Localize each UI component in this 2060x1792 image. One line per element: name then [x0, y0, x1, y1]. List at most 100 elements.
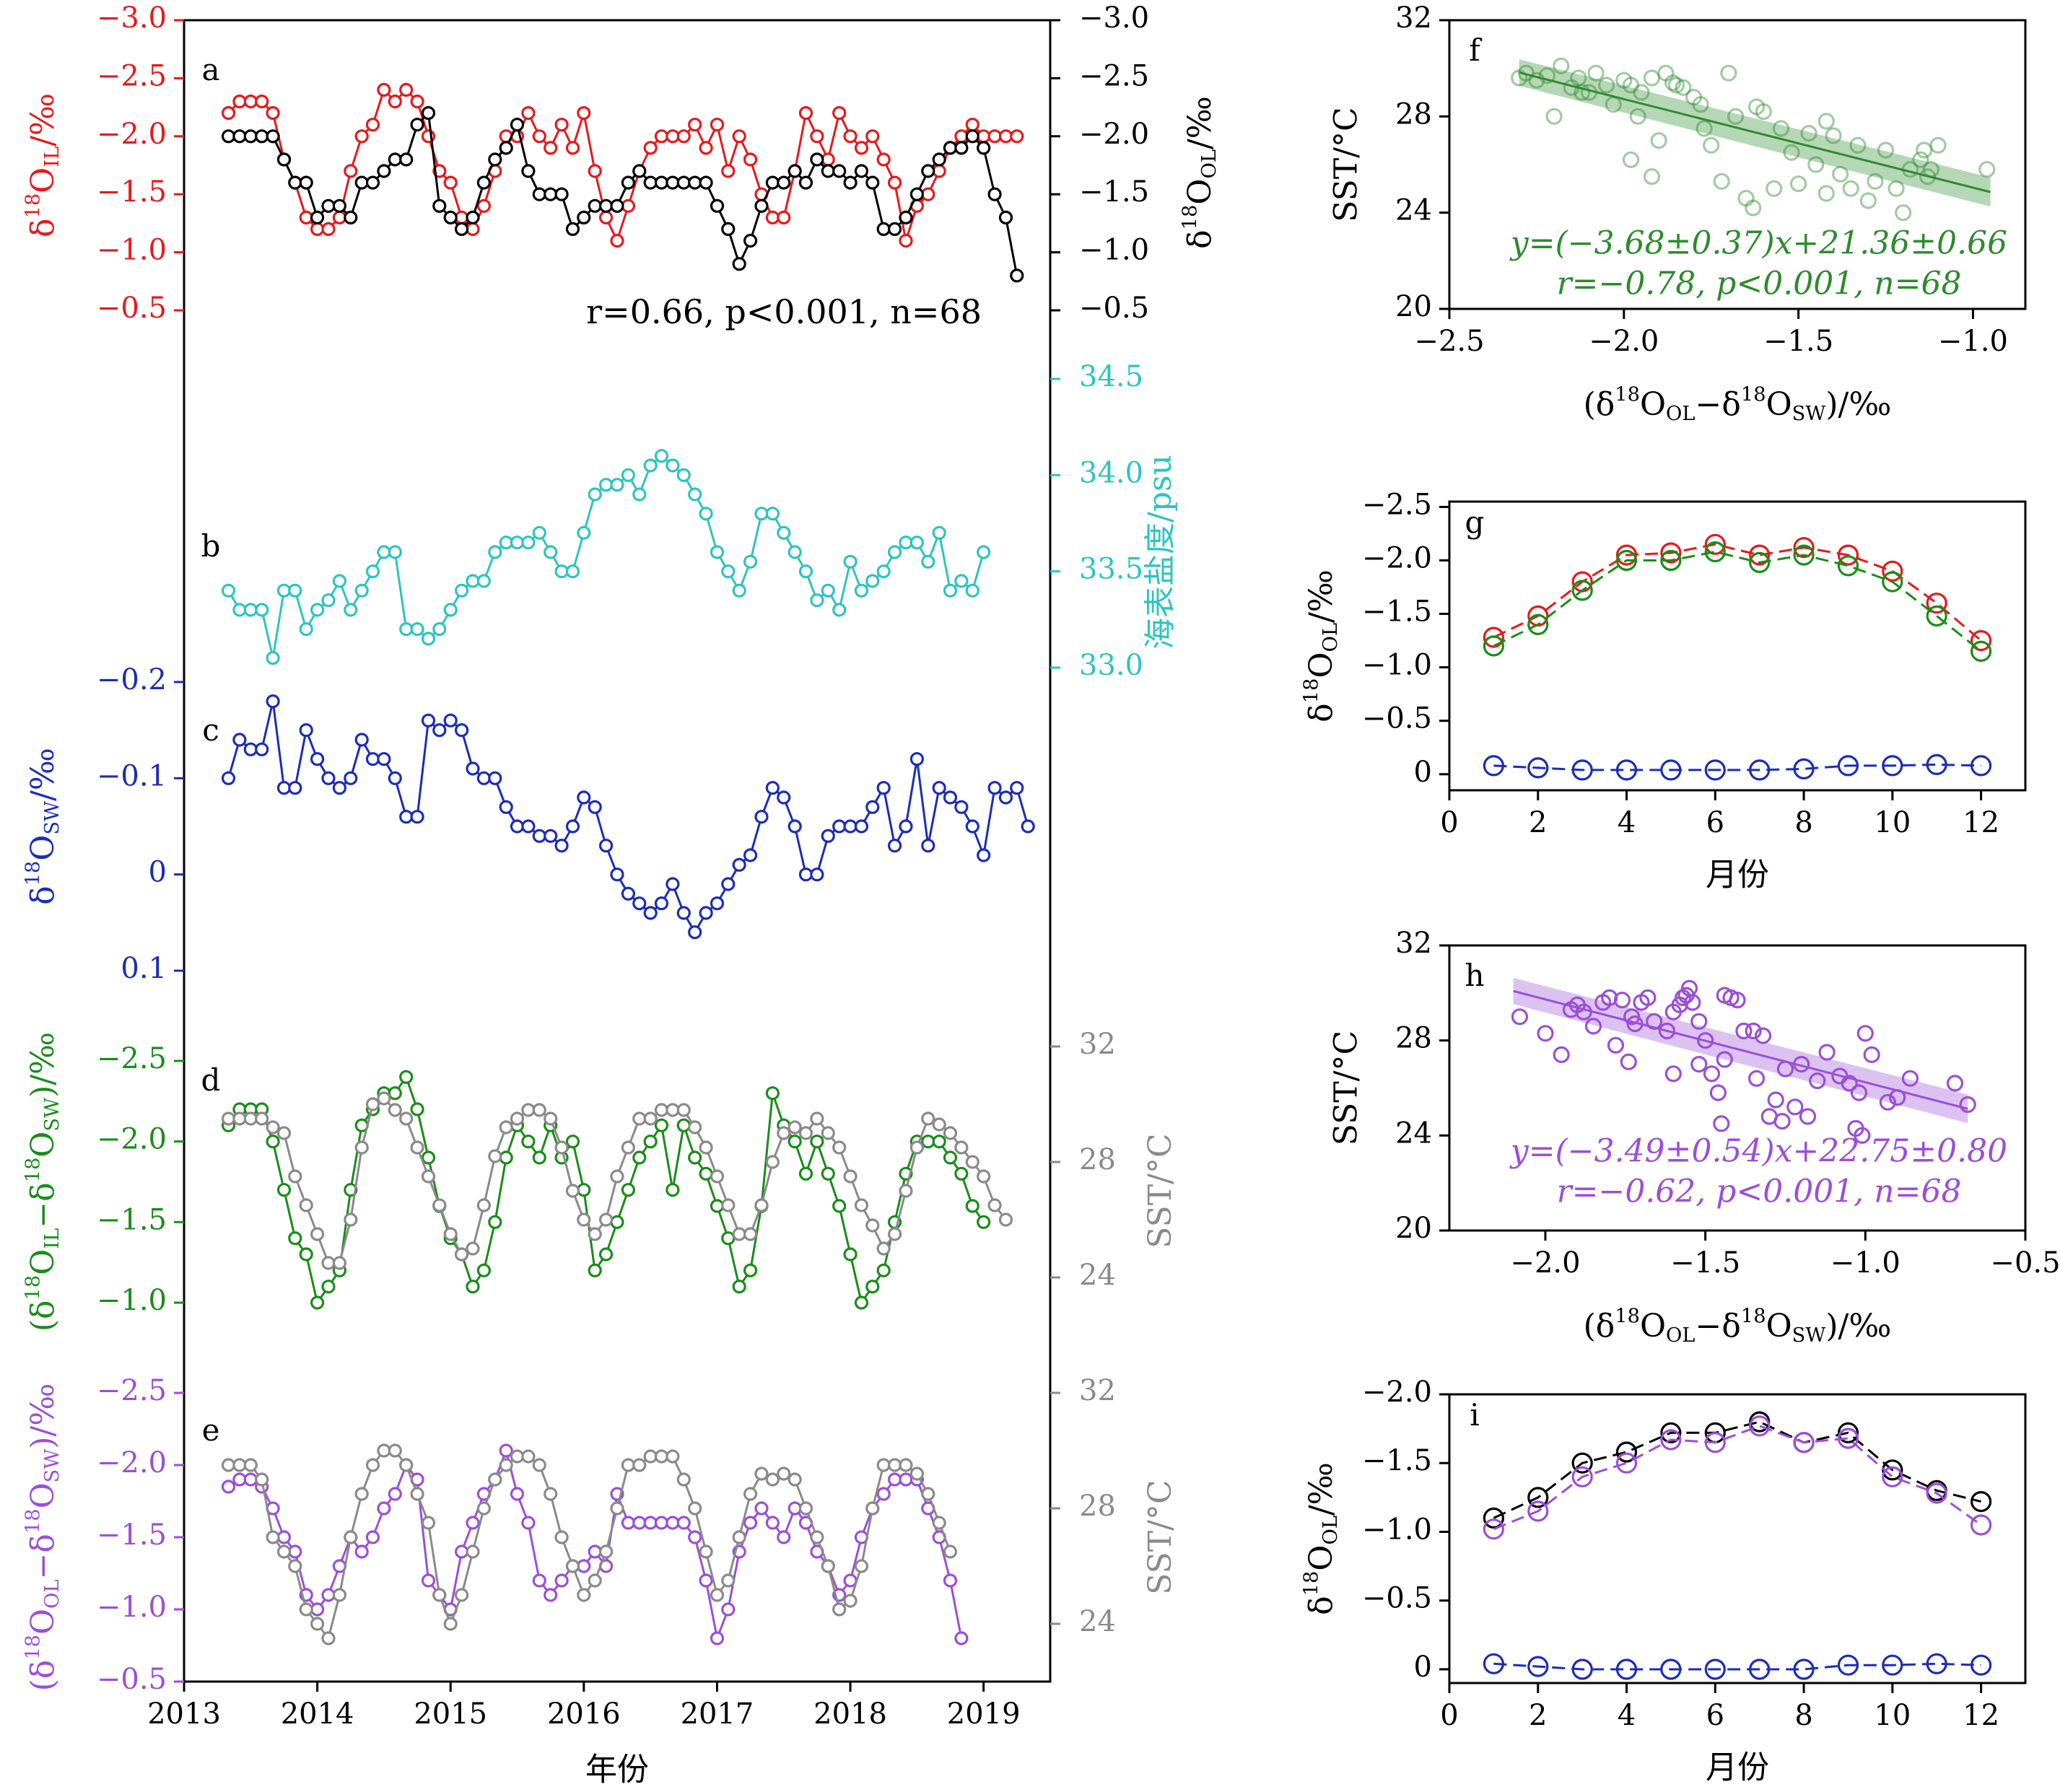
data-point-e	[499, 1443, 513, 1458]
data-point-a	[232, 129, 247, 144]
data-point-c	[399, 810, 414, 824]
data-point-i	[1483, 1653, 1504, 1674]
y-tick-label: −1.0	[1079, 234, 1149, 267]
y-tick-label: 32	[1395, 1, 1432, 35]
x-tick-label: −1.5	[1763, 325, 1833, 358]
data-point-f	[1790, 175, 1807, 193]
data-point-e	[921, 1487, 935, 1501]
data-point-g	[1483, 755, 1504, 777]
data-point-c	[388, 771, 402, 785]
data-point-d	[365, 1097, 380, 1111]
data-point-a	[810, 129, 824, 144]
y-tick-label: −2.0	[1079, 118, 1149, 151]
y-tick-label: 28	[1079, 1490, 1116, 1523]
y-tick-label: 0.1	[121, 952, 167, 985]
data-point-d	[276, 1183, 292, 1197]
data-point-d	[921, 1135, 935, 1149]
data-point-b	[354, 583, 369, 598]
data-point-f	[1978, 161, 1996, 178]
series-line-i	[1493, 1420, 1981, 1519]
data-point-c	[544, 829, 558, 843]
data-point-b	[266, 651, 280, 665]
data-point-f	[1901, 161, 1919, 178]
data-point-h	[1735, 1022, 1753, 1040]
y-tick-label: −1.0	[1362, 1513, 1432, 1546]
data-point-e	[954, 1631, 969, 1645]
data-point-d	[243, 1111, 258, 1126]
data-point-a	[610, 198, 624, 213]
data-point-d	[810, 1135, 824, 1149]
data-point-b	[598, 478, 614, 492]
data-point-f	[1517, 64, 1535, 82]
data-point-a	[676, 129, 691, 144]
data-point-a	[565, 222, 580, 236]
data-point-a	[454, 222, 469, 236]
data-point-e	[777, 1530, 791, 1544]
data-point-h	[1584, 1018, 1602, 1035]
data-point-a	[310, 210, 325, 224]
data-point-c	[777, 790, 791, 805]
data-point-e	[388, 1487, 402, 1501]
data-point-f	[1615, 71, 1633, 89]
data-point-d	[299, 1198, 313, 1212]
data-point-a	[221, 106, 236, 121]
data-point-h	[1607, 1036, 1625, 1054]
data-point-c	[476, 771, 492, 785]
y-tick-label: −1.5	[97, 1203, 167, 1236]
data-point-g	[1749, 551, 1771, 574]
data-point-b	[288, 583, 302, 598]
data-point-f	[1755, 103, 1772, 121]
data-point-c	[365, 752, 380, 766]
data-point-d	[565, 1184, 580, 1198]
data-point-e	[276, 1530, 292, 1544]
y-tick-label: 32	[1079, 1374, 1116, 1407]
data-point-a	[565, 141, 580, 155]
x-tick-label: 6	[1706, 806, 1724, 839]
data-point-b	[499, 536, 513, 550]
data-point-a	[821, 152, 835, 167]
data-point-c	[332, 781, 346, 795]
data-point-i	[1926, 1482, 1947, 1504]
data-point-d	[676, 1103, 691, 1117]
data-point-a	[743, 233, 758, 248]
y-axis-label-right-d: SST/°C	[1142, 1133, 1179, 1248]
data-point-i	[1660, 1658, 1682, 1680]
data-point-a	[299, 210, 313, 224]
data-point-e	[266, 1530, 280, 1544]
data-point-f	[1545, 108, 1563, 125]
data-point-c	[610, 867, 624, 882]
data-point-a	[499, 141, 513, 155]
data-point-b	[743, 554, 758, 569]
x-tick-label: 2016	[547, 1697, 621, 1731]
data-point-e	[488, 1472, 502, 1487]
data-point-a	[510, 118, 525, 132]
data-point-h	[1716, 1051, 1733, 1068]
data-point-a	[344, 210, 358, 224]
data-point-e	[699, 1544, 713, 1559]
x-tick-label: −2.0	[1510, 1246, 1580, 1280]
data-point-e	[887, 1458, 902, 1472]
data-point-i	[1837, 1428, 1859, 1449]
data-point-d	[621, 1140, 636, 1155]
y-tick-label: −3.0	[97, 1, 167, 35]
data-point-a	[332, 198, 346, 213]
data-point-f	[1832, 165, 1849, 183]
data-point-a	[488, 152, 502, 167]
data-point-h	[1901, 1070, 1919, 1087]
data-point-g	[1571, 759, 1593, 781]
data-point-f	[1929, 136, 1947, 154]
x-tick-label: 8	[1794, 806, 1812, 839]
data-point-h	[1959, 1096, 1976, 1114]
data-point-d	[754, 1198, 769, 1212]
data-point-a	[588, 198, 602, 213]
data-point-a	[654, 175, 669, 190]
data-point-d	[344, 1183, 358, 1197]
stats-h: r=−0.62, p<0.001, n=68	[1557, 1173, 1962, 1210]
data-point-b	[754, 507, 769, 521]
data-point-d	[610, 1169, 624, 1184]
data-point-e	[909, 1467, 925, 1481]
data-point-a	[354, 175, 369, 190]
data-point-c	[932, 781, 946, 795]
data-point-b	[932, 525, 946, 540]
data-point-e	[577, 1588, 591, 1602]
